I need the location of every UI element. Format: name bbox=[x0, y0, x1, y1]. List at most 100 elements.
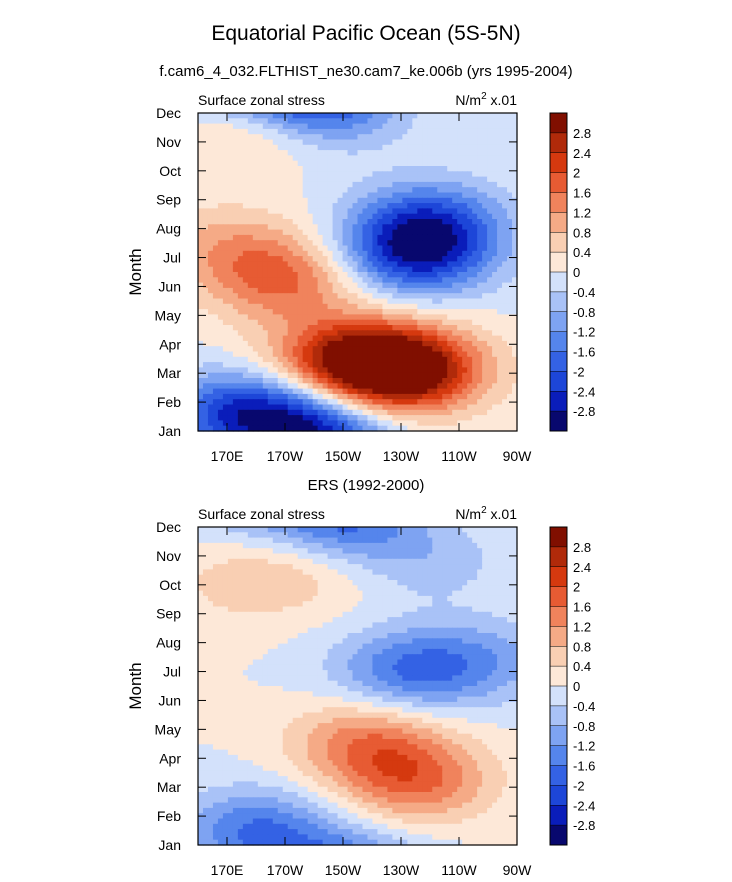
contour-cell bbox=[502, 139, 508, 146]
contour-cell bbox=[507, 548, 513, 555]
contour-cell bbox=[332, 330, 339, 337]
contour-cell bbox=[352, 219, 359, 225]
contour-cell bbox=[297, 388, 304, 395]
contour-cell bbox=[397, 346, 403, 353]
contour-cell bbox=[422, 542, 428, 549]
contour-cell bbox=[352, 203, 359, 209]
contour-cell bbox=[202, 611, 209, 618]
contour-cell bbox=[297, 335, 304, 342]
contour-cell bbox=[292, 558, 299, 565]
contour-cell bbox=[267, 250, 274, 257]
contour-cell bbox=[477, 203, 483, 209]
contour-cell bbox=[402, 287, 408, 294]
contour-cell bbox=[352, 144, 359, 151]
contour-cell bbox=[467, 234, 473, 241]
units-scale: x.01 bbox=[487, 92, 518, 108]
contour-cell bbox=[337, 574, 344, 581]
contour-cell bbox=[377, 564, 384, 570]
contour-cell bbox=[442, 123, 448, 130]
contour-cell bbox=[482, 166, 488, 172]
contour-cell bbox=[257, 229, 264, 236]
contour-cell bbox=[507, 574, 513, 581]
contour-cell bbox=[462, 574, 468, 581]
contour-cell bbox=[497, 139, 503, 146]
contour-cell bbox=[237, 123, 244, 130]
contour-cell bbox=[442, 553, 448, 560]
contour-cell bbox=[432, 367, 438, 374]
contour-cell bbox=[387, 309, 393, 315]
contour-cell bbox=[207, 123, 214, 130]
contour-cell bbox=[332, 548, 339, 555]
contour-cell bbox=[487, 542, 493, 549]
contour-cell bbox=[217, 303, 224, 310]
contour-cell bbox=[262, 160, 269, 167]
contour-cell bbox=[417, 208, 423, 215]
y-tick-label: Nov bbox=[156, 134, 181, 150]
contour-cell bbox=[497, 272, 503, 278]
contour-cell bbox=[417, 298, 423, 305]
contour-cell bbox=[272, 532, 279, 539]
contour-cell bbox=[507, 303, 513, 310]
contour-cell bbox=[327, 203, 334, 209]
contour-cell bbox=[427, 558, 433, 565]
contour-cell bbox=[297, 224, 304, 231]
contour-cell bbox=[327, 192, 334, 199]
contour-cell bbox=[272, 319, 279, 326]
contour-cell bbox=[267, 113, 274, 119]
contour-cell bbox=[507, 234, 513, 241]
contour-cell bbox=[367, 139, 374, 146]
contour-cell bbox=[437, 192, 443, 199]
contour-cell bbox=[422, 564, 428, 570]
contour-cell bbox=[422, 256, 428, 262]
contour-cell bbox=[362, 123, 369, 130]
contour-cell bbox=[352, 176, 359, 183]
contour-cell bbox=[512, 160, 518, 167]
contour-cell bbox=[337, 287, 344, 294]
contour-cell bbox=[257, 277, 264, 284]
contour-cell bbox=[267, 527, 274, 533]
contour-cell bbox=[212, 203, 219, 209]
contour-cell bbox=[202, 415, 209, 421]
contour-cell bbox=[427, 118, 433, 125]
contour-cell bbox=[337, 330, 344, 337]
contour-cell bbox=[497, 118, 503, 125]
contour-cell bbox=[392, 134, 398, 141]
contour-cell bbox=[362, 139, 369, 146]
contour-cell bbox=[412, 128, 418, 135]
contour-cell bbox=[387, 128, 393, 135]
contour-cell bbox=[307, 224, 314, 231]
contour-cell bbox=[332, 229, 339, 236]
contour-cell bbox=[422, 585, 428, 592]
colorbar-label: 0 bbox=[573, 265, 580, 280]
contour-cell bbox=[247, 404, 254, 411]
contour-cell bbox=[512, 564, 518, 570]
contour-cell bbox=[257, 123, 264, 130]
contour-cell bbox=[317, 155, 324, 162]
contour-cell bbox=[487, 420, 493, 427]
contour-cell bbox=[382, 229, 388, 236]
contour-cell bbox=[372, 256, 379, 262]
contour-cell bbox=[367, 240, 374, 247]
contour-cell bbox=[472, 574, 478, 581]
contour-cell bbox=[487, 580, 493, 586]
contour-cell bbox=[272, 335, 279, 342]
contour-cell bbox=[327, 420, 334, 427]
contour-cell bbox=[287, 181, 294, 188]
contour-cell bbox=[487, 181, 493, 188]
contour-cell bbox=[402, 372, 408, 379]
contour-cell bbox=[247, 564, 254, 570]
contour-cell bbox=[262, 113, 269, 119]
contour-cell bbox=[377, 256, 384, 262]
contour-cell bbox=[332, 351, 339, 358]
contour-cell bbox=[417, 224, 423, 231]
contour-cell bbox=[447, 340, 453, 347]
contour-cell bbox=[362, 224, 369, 231]
contour-cell bbox=[317, 160, 324, 167]
contour-cell bbox=[467, 346, 473, 353]
contour-cell bbox=[277, 123, 284, 130]
contour-cell bbox=[198, 569, 204, 576]
contour-cell bbox=[427, 335, 433, 342]
contour-cell bbox=[198, 548, 204, 555]
contour-cell bbox=[242, 197, 249, 204]
contour-cell bbox=[207, 128, 214, 135]
